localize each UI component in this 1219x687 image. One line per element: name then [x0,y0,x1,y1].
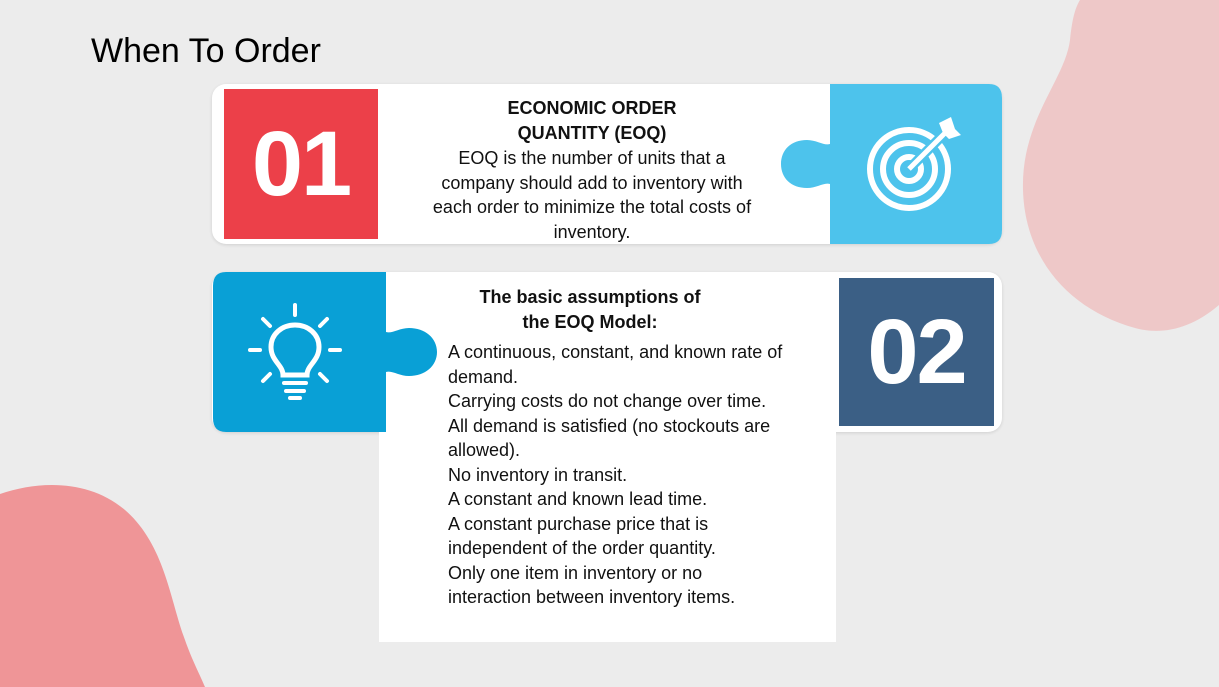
eoq-body-line: inventory. [553,221,631,242]
step-number-label: 01 [251,112,352,215]
list-item: All demand is satisfied (no stockouts ar… [448,415,771,436]
eoq-heading-line2: QUANTITY (EOQ) [517,123,667,143]
step-number-01: 01 [224,89,378,239]
slide-title: When To Order [91,32,321,70]
assumptions-heading-line1: The basic assumptions of [479,287,701,307]
list-item: allowed). [448,440,521,460]
list-item: A continuous, constant, and known rate o… [448,342,783,362]
puzzle-panel-blue-left [213,272,437,432]
list-item: Carrying costs do not change over time. [448,391,767,411]
list-item: interaction between inventory items. [448,587,736,607]
assumptions-list: A continuous, constant, and known rate o… [448,340,838,610]
lightbulb-icon [240,295,350,407]
target-icon [858,112,968,218]
eoq-body-line: each order to minimize the total costs o… [432,197,752,217]
eoq-heading-line1: ECONOMIC ORDER [507,98,677,118]
assumptions-heading-line2: the EOQ Model: [522,312,658,332]
list-item: No inventory in transit. [448,464,628,485]
eoq-body-line: company should add to inventory with [441,172,743,193]
eoq-text-block: ECONOMIC ORDER QUANTITY (EOQ) EOQ is the… [392,96,792,244]
decorative-blob-top-right [1022,0,1219,331]
assumptions-heading: The basic assumptions of the EOQ Model: [440,285,740,335]
list-item: Only one item in inventory or no [448,562,703,583]
decorative-blob-bottom-left [0,484,205,687]
list-item: A constant and known lead time. [448,489,708,509]
list-item: independent of the order quantity. [448,538,716,558]
eoq-body-line: EOQ is the number of units that a [458,148,726,168]
step-number-02: 02 [839,278,994,426]
step-number-label: 02 [867,300,967,403]
list-item: A constant purchase price that is [448,513,709,534]
assumptions-card-extension [379,300,836,642]
list-item: demand. [448,366,519,387]
